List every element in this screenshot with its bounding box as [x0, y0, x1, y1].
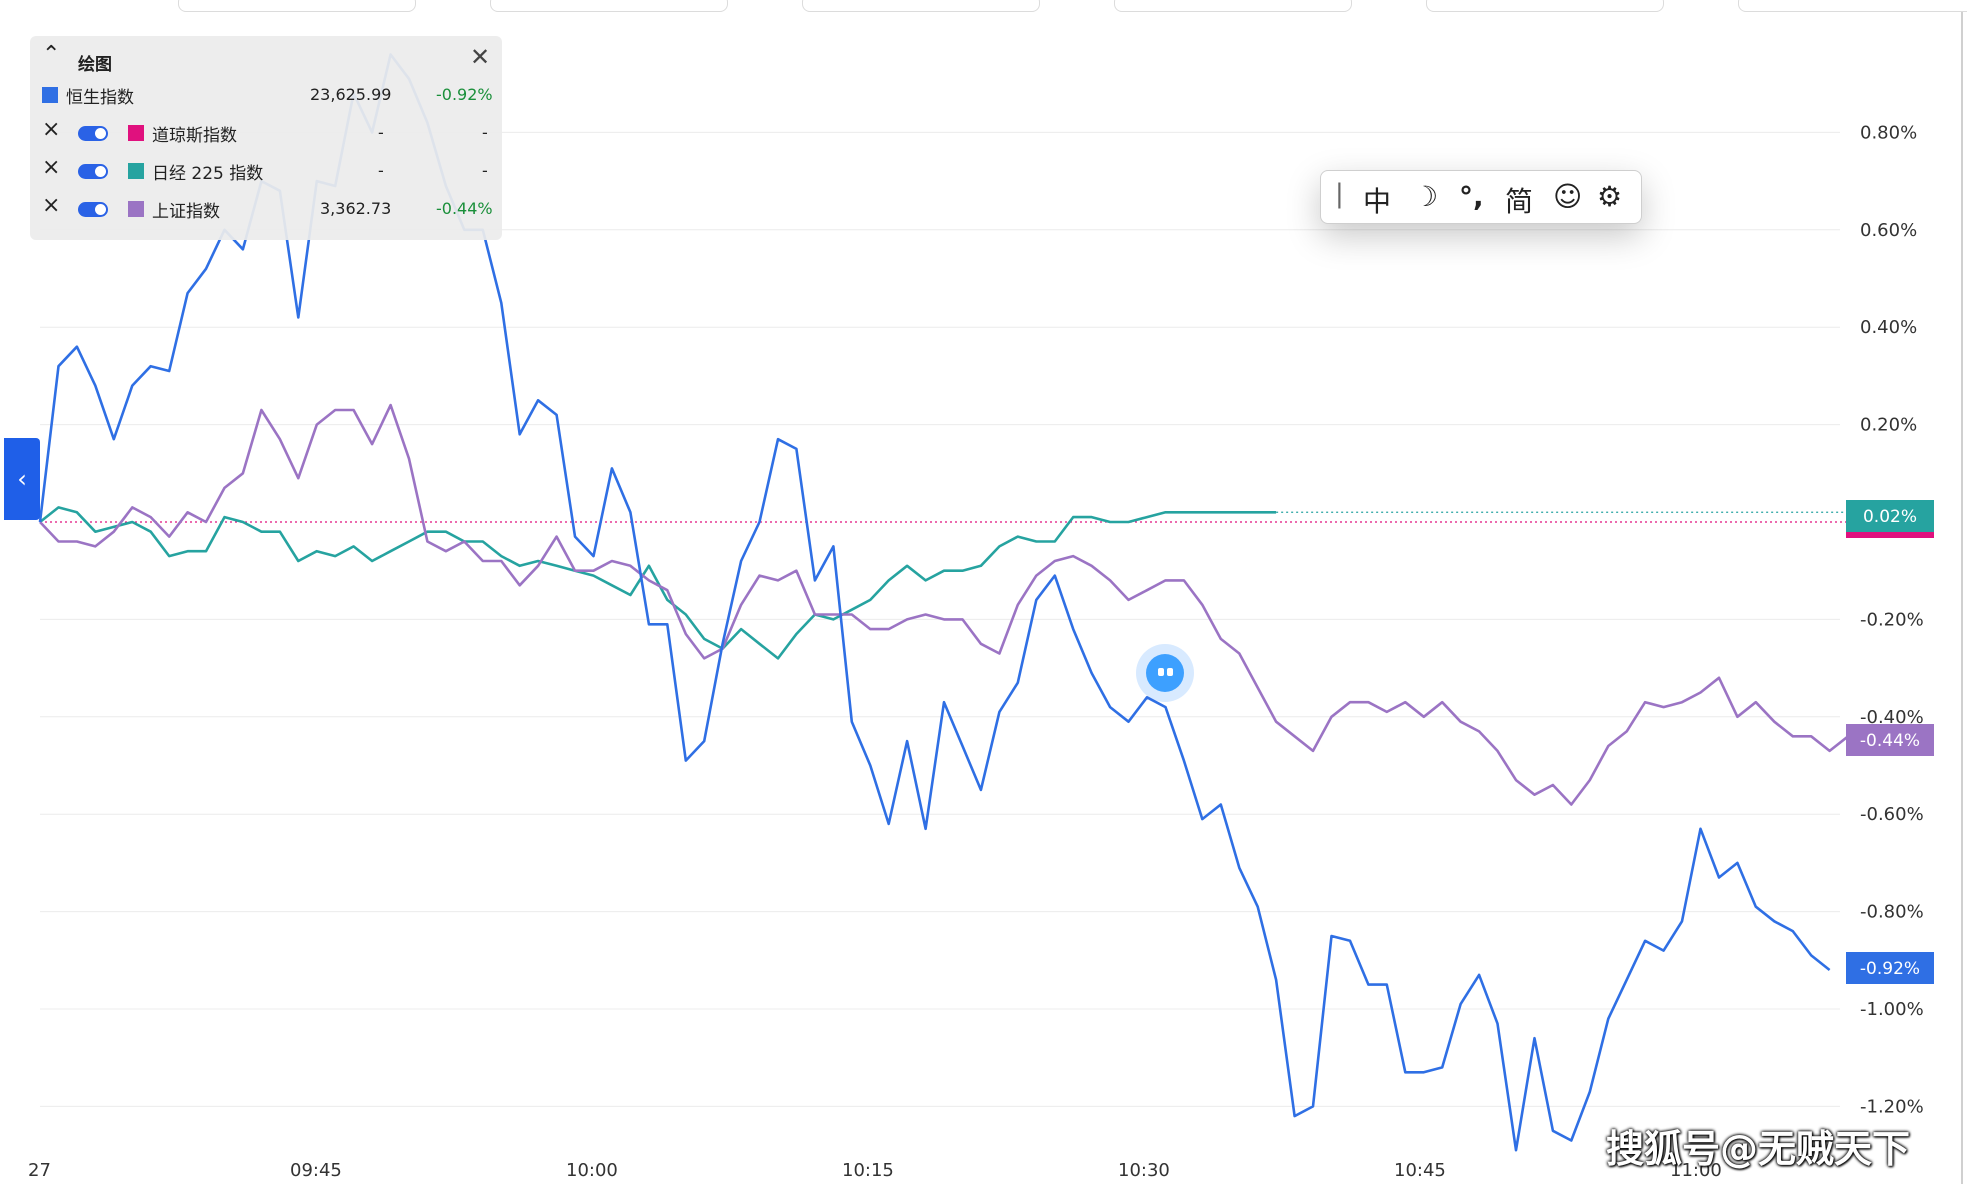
toggle-sse[interactable]: [78, 202, 108, 217]
chat-bubble-icon[interactable]: [1136, 644, 1194, 702]
last-value-badge: -0.44%: [1846, 724, 1934, 756]
badge-label: 0.02%: [1863, 507, 1917, 527]
legend-name-hsi: 恒生指数: [66, 88, 134, 108]
ime-mode-button[interactable]: 中: [1363, 185, 1392, 218]
emoji-icon[interactable]: ☺: [1553, 180, 1583, 213]
legend-change-n225: -: [482, 161, 488, 180]
legend-name-sse: 上证指数: [152, 202, 220, 222]
y-tick-label: 0.40%: [1860, 317, 1917, 338]
badge-label: -0.44%: [1860, 731, 1920, 751]
collapse-sidebar-button[interactable]: ‹: [4, 438, 40, 520]
charset-button[interactable]: 简: [1505, 185, 1534, 218]
legend-title: 绘图: [78, 55, 112, 75]
legend-change-dji: -: [482, 123, 488, 142]
y-tick-label: -1.20%: [1860, 1096, 1924, 1117]
last-value-badge: -0.92%: [1846, 952, 1934, 984]
toggle-dji[interactable]: [78, 126, 108, 141]
legend-swatch-dji: [128, 125, 144, 141]
remove-icon[interactable]: ×: [42, 155, 61, 180]
series-line-3: [39, 403, 1849, 806]
y-tick-label: 0.20%: [1860, 415, 1917, 436]
legend-value-hsi: 23,625.99: [310, 85, 392, 104]
top-tab-4[interactable]: [1114, 0, 1352, 12]
x-tick-label: 11:00: [1670, 1160, 1722, 1181]
settings-icon[interactable]: ⚙: [1597, 180, 1623, 213]
top-tab-6[interactable]: [1738, 0, 1967, 12]
badge-label: -0.92%: [1860, 959, 1920, 979]
legend-value-sse: 3,362.73: [320, 199, 392, 218]
legend-swatch-sse: [128, 201, 144, 217]
drag-handle-icon[interactable]: |: [1335, 179, 1344, 209]
y-tick-label: -0.40%: [1860, 707, 1924, 728]
x-tick-label: 10:45: [1394, 1160, 1446, 1181]
dji-badge: [1846, 532, 1934, 538]
y-tick-label: 0.80%: [1860, 122, 1917, 143]
remove-icon[interactable]: ×: [42, 117, 61, 142]
y-tick-label: -1.00%: [1860, 999, 1924, 1020]
top-tab-5[interactable]: [1426, 0, 1664, 12]
series-line-2: [39, 506, 1277, 660]
x-tick-label: 10:30: [1118, 1160, 1170, 1181]
legend-change-sse: -0.44%: [436, 199, 493, 218]
legend-name-n225: 日经 225 指数: [152, 164, 264, 184]
y-tick-label: 0.60%: [1860, 220, 1917, 241]
close-icon[interactable]: ✕: [470, 43, 491, 71]
x-tick-label: 10:15: [842, 1160, 894, 1181]
remove-icon[interactable]: ×: [42, 193, 61, 218]
toggle-n225[interactable]: [78, 164, 108, 179]
y-tick-label: -0.20%: [1860, 609, 1924, 630]
legend-panel: ⌃ 绘图 ✕ 恒生指数 23,625.99 -0.92% × 道琼斯指数 - -…: [30, 36, 502, 240]
top-tab-3[interactable]: [802, 0, 1040, 12]
x-tick-label: 10:00: [566, 1160, 618, 1181]
x-tick-label: 27: [28, 1160, 51, 1181]
legend-swatch-n225: [128, 163, 144, 179]
top-tab-2[interactable]: [490, 0, 728, 12]
watermark-text: 搜狐号@无贼天下: [1606, 1127, 1911, 1171]
x-tick-label: 09:45: [290, 1160, 342, 1181]
legend-name-dji: 道琼斯指数: [152, 126, 237, 146]
punctuation-button[interactable]: °,: [1459, 180, 1484, 213]
moon-icon[interactable]: ☽: [1413, 180, 1439, 213]
last-value-badge: 0.02%: [1846, 500, 1934, 532]
ime-toolbar: | 中 ☽ °, 简 ☺ ⚙: [1320, 170, 1642, 224]
y-tick-label: -0.60%: [1860, 804, 1924, 825]
legend-change-hsi: -0.92%: [436, 85, 493, 104]
legend-value-dji: -: [378, 123, 384, 142]
legend-value-n225: -: [378, 161, 384, 180]
top-tab-1[interactable]: [178, 0, 416, 12]
chevron-up-icon[interactable]: ⌃: [42, 42, 61, 67]
y-tick-label: -0.80%: [1860, 902, 1924, 923]
chevron-left-icon: ‹: [17, 465, 27, 493]
legend-swatch-hsi: [42, 87, 58, 103]
